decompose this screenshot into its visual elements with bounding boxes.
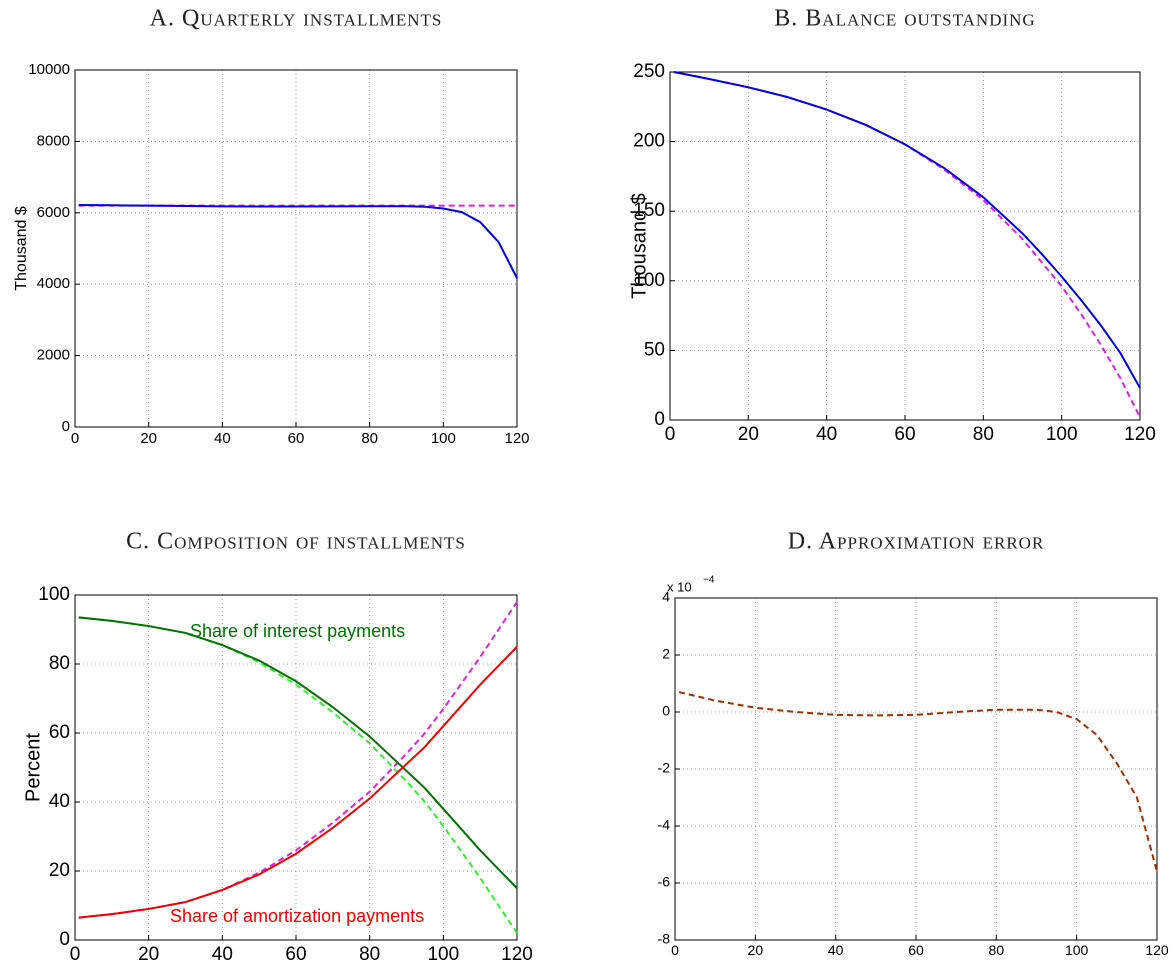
y-tick-label: 100 (633, 270, 665, 291)
x-tick-label: 60 (908, 942, 924, 958)
y-tick-label: 6000 (37, 204, 70, 221)
x-tick-label: 100 (1065, 942, 1089, 958)
y-tick-label: 0 (662, 703, 670, 719)
x-tick-label: 100 (427, 944, 459, 965)
y-tick-label: 8000 (37, 132, 70, 149)
x-tick-label: 40 (212, 944, 233, 965)
chart-title: B. Balance outstanding (774, 6, 1035, 32)
x-tick-label: 0 (70, 944, 81, 965)
annotation: Share of amortization payments (170, 906, 424, 926)
series-line (78, 616, 518, 934)
y-tick-label: 150 (633, 200, 665, 221)
x-tick-label: 20 (738, 424, 759, 445)
x-tick-label: 20 (140, 430, 157, 447)
x-tick-label: 40 (214, 430, 231, 447)
y-tick-label: 2 (662, 646, 670, 662)
y-tick-label: 50 (644, 339, 665, 360)
x-tick-label: 120 (1124, 424, 1156, 445)
x-tick-label: 120 (501, 944, 533, 965)
y-axis-label: Thousand $ (628, 193, 650, 299)
y-tick-label: 60 (49, 722, 70, 743)
x-tick-label: 120 (504, 430, 529, 447)
x-tick-label: 60 (288, 430, 305, 447)
x-tick-label: 40 (816, 424, 837, 445)
y-tick-label: 10000 (28, 61, 70, 78)
y-tick-label: 4 (662, 589, 670, 605)
x-tick-label: 80 (359, 944, 380, 965)
y-tick-label: -2 (658, 760, 671, 776)
x-tick-label: 60 (285, 944, 306, 965)
x-tick-label: 0 (71, 430, 79, 447)
y-multiplier-exponent: −4 (703, 575, 715, 586)
x-tick-label: 80 (361, 430, 378, 447)
series-line (78, 203, 518, 279)
annotation: Share of interest payments (190, 621, 405, 641)
x-tick-label: 120 (1145, 942, 1169, 958)
series-line (673, 71, 1141, 418)
y-tick-label: -8 (658, 931, 671, 947)
y-tick-label: 100 (38, 584, 70, 605)
x-tick-label: 60 (894, 424, 915, 445)
chart-title: A. Quarterly installments (150, 6, 443, 32)
y-tick-label: 2000 (37, 347, 70, 364)
y-tick-label: 0 (62, 418, 70, 435)
y-tick-label: 200 (633, 131, 665, 152)
series-line (78, 646, 518, 919)
y-tick-label: 0 (59, 929, 70, 950)
y-tick-label: 80 (49, 653, 70, 674)
y-axis-label: Percent (22, 733, 44, 802)
y-tick-label: 0 (654, 409, 665, 430)
y-tick-label: -4 (658, 817, 671, 833)
x-tick-label: 0 (665, 424, 676, 445)
y-tick-label: 40 (49, 791, 70, 812)
series-line (78, 616, 518, 889)
x-tick-label: 40 (828, 942, 844, 958)
chart-title: C. Composition of installments (126, 529, 466, 555)
plot-frame (74, 594, 518, 941)
y-tick-label: -6 (658, 874, 671, 890)
y-axis-label: Thousand $ (13, 206, 30, 291)
x-tick-label: 20 (138, 944, 159, 965)
x-tick-label: 80 (973, 424, 994, 445)
y-multiplier: x 10 (667, 579, 692, 594)
x-tick-label: 20 (748, 942, 764, 958)
x-tick-label: 80 (989, 942, 1005, 958)
y-tick-label: 4000 (37, 275, 70, 292)
x-tick-label: 100 (431, 430, 456, 447)
y-tick-label: 20 (49, 860, 70, 881)
series-line (673, 71, 1141, 389)
series-line (78, 601, 518, 919)
y-tick-label: 250 (633, 61, 665, 82)
plot-frame (74, 69, 518, 428)
x-tick-label: 0 (671, 942, 679, 958)
plot-frame (674, 597, 1158, 941)
x-tick-label: 100 (1046, 424, 1078, 445)
chart-title: D. Approximation error (788, 529, 1045, 555)
plot-frame (669, 71, 1141, 421)
series-line (678, 691, 1158, 872)
